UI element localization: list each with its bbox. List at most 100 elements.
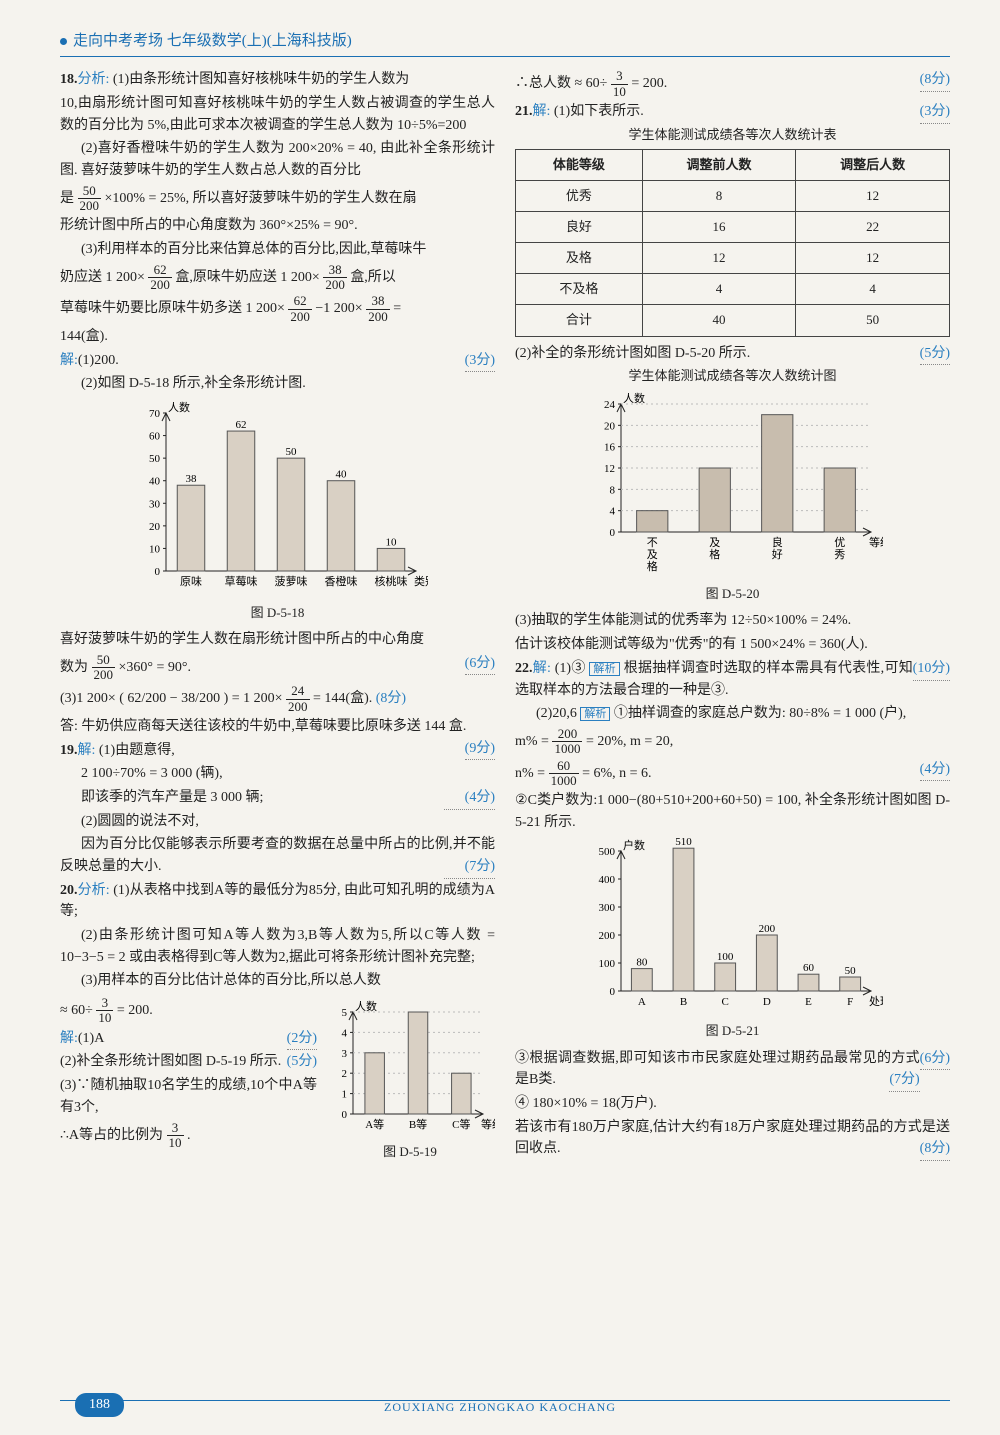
q18-analysis-1: 18.分析: (1)由条形统计图知喜好核桃味牛奶的学生人数为 [60,69,495,91]
svg-text:A等: A等 [365,1117,384,1131]
svg-text:3: 3 [342,1048,348,1060]
q19-p5: 因为百分比仅能够表示所要考查的数据在总量中所占的比例,并不能反映总量的大小.(7… [60,834,495,877]
svg-text:C: C [721,996,728,1008]
q18-analysis-3h: 144(盒). [60,326,495,348]
svg-text:20: 20 [149,521,161,533]
q22-s3: m% = 2001000 = 20%, m = 20, [515,727,950,757]
svg-text:及: 及 [646,549,657,561]
page-number: 188 [75,1393,124,1417]
svg-text:类别: 类别 [414,574,428,588]
left-column: 18.分析: (1)由条形统计图知喜好核桃味牛奶的学生人数为 10,由扇形统计图… [60,67,495,1168]
q20-p2: (2)由条形统计图可知A等人数为3,B等人数为5,所以C等人数 = 10−3−5… [60,925,495,968]
q19-p2: 2 100÷70% = 3 000 (辆), [60,763,495,785]
q21-s1: 21.解: (1)如下表所示.(3分) [515,101,950,123]
svg-text:2: 2 [342,1068,348,1080]
svg-text:24: 24 [604,399,616,411]
q18-sol-1: 解:(1)200. (3分) [60,350,495,372]
svg-text:格: 格 [709,547,720,561]
q18-analysis-2a: (2)喜好香橙味牛奶的学生人数为 200×20% = 40, 由此补全条形统计图… [60,138,495,181]
q18-analysis-1b: 10,由扇形统计图可知喜好核桃味牛奶的学生人数占被调查的学生总人数的百分比为 5… [60,93,495,136]
svg-text:秀: 秀 [834,548,845,561]
q21-s2: (2)补全的条形统计图如图 D-5-20 所示.(5分) [515,343,950,365]
svg-text:62: 62 [235,419,246,431]
q18-analysis-3e: 草莓味牛奶要比原味牛奶多送 1 200× 62200 −1 200× 38200… [60,294,495,324]
svg-text:8: 8 [609,485,615,497]
svg-text:人数: 人数 [623,392,645,405]
svg-text:200: 200 [598,930,615,942]
header-title: 走向中考考场 七年级数学(上)(上海科技版) [73,30,352,53]
svg-text:F: F [847,996,853,1008]
q20-p1: 20.分析: (1)从表格中找到A等的最低分为85分, 由此可知孔明的成绩为A等… [60,880,495,923]
q21-table-title: 学生体能测试成绩各等次人数统计表 [515,125,950,145]
svg-text:格: 格 [646,559,657,573]
q18-analysis-2b: 是 50200 ×100% = 25%, 所以喜好菠萝味牛奶的学生人数在扇 [60,184,495,214]
q18-sol-3b: 数为 50200 ×360° = 90°. (6分) [60,653,495,683]
q18-ans: 答: 牛奶供应商每天送往该校的牛奶中,草莓味要比原味多送 144 盒. (9分) [60,716,495,738]
svg-text:人数: 人数 [355,1000,377,1013]
svg-text:0: 0 [609,986,615,998]
q19-p3: 即该季的汽车产量是 3 000 辆;(4分) [60,787,495,809]
q20-p4: ≈ 60÷ 310 = 200. [60,996,317,1026]
svg-text:良: 良 [771,535,782,549]
svg-text:40: 40 [335,469,347,481]
q22-s1: 22.解: (1)③ 解析 根据抽样调查时选取的样本需具有代表性,可知选取样本的… [515,658,950,701]
chart-d-5-20: 04812162024不及格及格良好优秀人数等级 [583,390,883,580]
right-column: ∴总人数 ≈ 60÷ 310 = 200. (8分) 21.解: (1)如下表所… [515,67,950,1168]
q20-s1: 解:(1)A (2分) [60,1028,317,1050]
svg-text:50: 50 [844,965,856,977]
q20-s4: ∴A等占的比例为 310 . [60,1121,317,1151]
q21-chart-title: 学生体能测试成绩各等次人数统计图 [515,366,950,386]
svg-text:300: 300 [598,902,615,914]
footer-pinyin: ZOUXIANG ZHONGKAO KAOCHANG [384,1398,616,1417]
svg-text:70: 70 [149,408,161,420]
q20-p3: (3)用样本的百分比估计总体的百分比,所以总人数 [60,970,495,992]
chart4-caption: 图 D-5-21 [515,1021,950,1041]
q18-sol-2: (2)如图 D-5-18 所示,补全条形统计图. [60,373,495,395]
q18-sol-4: (3)1 200× ( 62/200 − 38/200 ) = 1 200× 2… [60,684,495,714]
q18-sol-3a: 喜好菠萝味牛奶的学生人数在扇形统计图中所占的中心角度 [60,629,495,651]
svg-text:100: 100 [716,951,733,963]
svg-text:0: 0 [154,566,160,578]
q22-s8: 若该市有180万户家庭,估计大约有18万户家庭处理过期药品的方式是送回收点.(8… [515,1117,950,1160]
q22-s2: (2)20,6 解析 ①抽样调查的家庭总户数为: 80÷8% = 1 000 (… [515,703,950,725]
svg-text:D: D [762,996,770,1008]
svg-text:1: 1 [342,1089,348,1101]
svg-text:等级: 等级 [481,1117,495,1131]
q22-s7: ④ 180×10% = 18(万户). [515,1093,950,1115]
q20-s3: (3)∵随机抽取10名学生的成绩,10个中A等有3个, [60,1075,317,1118]
svg-text:50: 50 [285,446,297,458]
svg-text:优: 优 [834,536,845,549]
svg-text:C等: C等 [452,1117,470,1131]
svg-text:4: 4 [609,506,615,518]
svg-text:38: 38 [185,473,197,485]
svg-text:80: 80 [636,957,648,969]
svg-text:0: 0 [609,527,615,539]
svg-text:40: 40 [149,476,161,488]
svg-text:处理方式: 处理方式 [869,994,883,1008]
svg-text:510: 510 [675,837,692,848]
svg-text:等级: 等级 [869,535,883,549]
svg-text:100: 100 [598,958,615,970]
q21-s3: (3)抽取的学生体能测试的优秀率为 12÷50×100% = 24%. [515,610,950,632]
svg-text:12: 12 [604,463,615,475]
svg-text:10: 10 [149,543,161,555]
svg-text:0: 0 [342,1109,348,1121]
svg-text:人数: 人数 [168,401,190,414]
chart3-caption: 图 D-5-20 [515,584,950,604]
svg-text:16: 16 [604,442,616,454]
svg-text:4: 4 [342,1028,348,1040]
q19-p1: 19.解: (1)由题意得, [60,740,495,762]
q18-analysis-2d: 形统计图中所占的中心角度数为 360°×25% = 90°. [60,215,495,237]
svg-text:20: 20 [604,421,616,433]
content-columns: 18.分析: (1)由条形统计图知喜好核桃味牛奶的学生人数为 10,由扇形统计图… [60,67,950,1168]
svg-text:原味: 原味 [180,575,202,588]
svg-text:10: 10 [385,536,397,548]
q18-analysis-3b: 奶应送 1 200× 62200 盒,原味牛奶应送 1 200× 38200 盒… [60,263,495,293]
svg-text:菠萝味: 菠萝味 [274,575,307,588]
svg-text:30: 30 [149,498,161,510]
q18-analysis-3a: (3)利用样本的百分比来估算总体的百分比,因此,草莓味牛 [60,239,495,261]
svg-text:B: B [679,996,686,1008]
svg-text:60: 60 [149,430,161,442]
q22-s5: ②C类户数为:1 000−(80+510+200+60+50) = 100, 补… [515,790,950,833]
svg-text:60: 60 [803,963,815,975]
